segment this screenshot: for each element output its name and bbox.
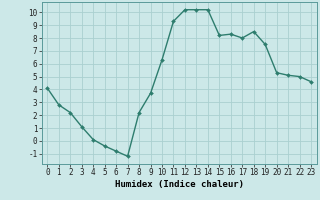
X-axis label: Humidex (Indice chaleur): Humidex (Indice chaleur) <box>115 180 244 189</box>
